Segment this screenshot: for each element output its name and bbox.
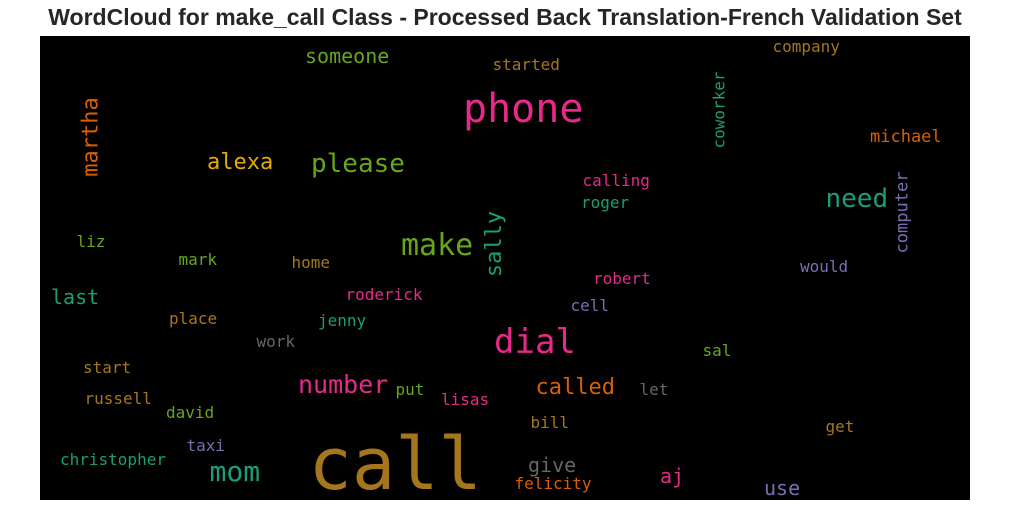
word-place: place bbox=[169, 309, 218, 328]
word-felicity: felicity bbox=[514, 474, 592, 493]
word-christopher: christopher bbox=[60, 450, 166, 469]
word-number: number bbox=[298, 369, 389, 399]
word-taxi: taxi bbox=[186, 436, 226, 455]
word-put: put bbox=[395, 380, 425, 399]
word-make: make bbox=[401, 228, 474, 263]
word-coworker: coworker bbox=[709, 71, 729, 149]
word-roderick: roderick bbox=[345, 285, 423, 304]
word-need: need bbox=[825, 184, 889, 214]
word-alexa: alexa bbox=[207, 150, 274, 175]
word-russell: russell bbox=[84, 389, 152, 408]
word-michael: michael bbox=[870, 126, 942, 147]
word-use: use bbox=[764, 476, 801, 500]
word-liz: liz bbox=[76, 232, 106, 251]
word-phone: phone bbox=[463, 86, 584, 132]
word-cloud: call phone dial make please mom need number sall… bbox=[40, 36, 970, 500]
word-sally: sally bbox=[482, 210, 508, 278]
word-home: home bbox=[291, 253, 331, 272]
word-calling: calling bbox=[582, 171, 650, 190]
word-jenny: jenny bbox=[318, 311, 367, 330]
word-give: give bbox=[528, 453, 577, 477]
word-start: start bbox=[83, 358, 132, 377]
chart-title: WordCloud for make_call Class - Processe… bbox=[48, 4, 962, 30]
word-robert: robert bbox=[593, 269, 651, 288]
word-computer: computer bbox=[892, 171, 913, 253]
word-martha: martha bbox=[78, 97, 104, 177]
word-someone: someone bbox=[305, 44, 390, 68]
word-david: david bbox=[166, 403, 215, 422]
word-roger: roger bbox=[581, 193, 630, 212]
word-called: called bbox=[535, 375, 615, 400]
word-let: let bbox=[639, 380, 669, 399]
word-company: company bbox=[772, 37, 840, 56]
word-get: get bbox=[825, 417, 855, 436]
word-call: call bbox=[308, 422, 482, 500]
word-mark: mark bbox=[178, 250, 218, 269]
word-lisas: lisas bbox=[441, 390, 490, 409]
word-started: started bbox=[492, 55, 560, 74]
word-would: would bbox=[800, 257, 849, 276]
word-work: work bbox=[256, 332, 296, 351]
word-please: please bbox=[311, 149, 405, 179]
word-mom: mom bbox=[209, 455, 261, 488]
word-last: last bbox=[51, 285, 100, 309]
word-bill: bill bbox=[530, 413, 570, 432]
word-sal: sal bbox=[702, 341, 732, 360]
word-aj: aj bbox=[660, 464, 685, 488]
word-dial: dial bbox=[494, 322, 576, 362]
word-cell: cell bbox=[570, 296, 610, 315]
